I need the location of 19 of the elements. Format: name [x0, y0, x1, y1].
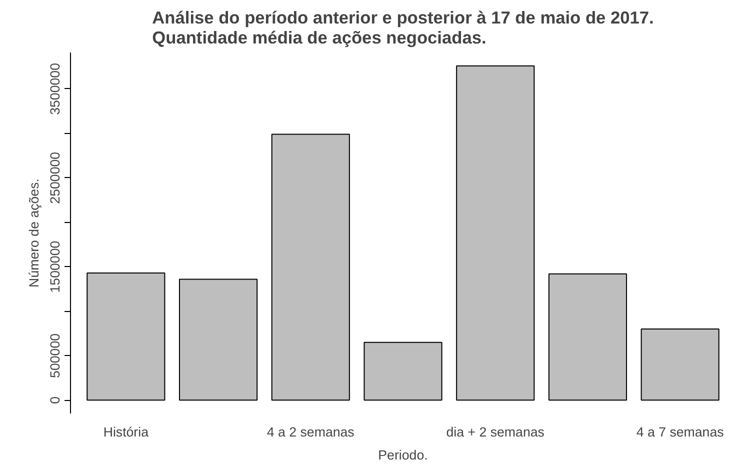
bar	[178, 278, 258, 401]
y-tick-label: 0	[48, 396, 62, 404]
x-axis-title: Periodo.	[378, 448, 428, 462]
bar	[271, 134, 350, 401]
chart-title: Análise do período anterior e posterior à 17 de maio de 2017. Quantidade média de ações negociadas.	[152, 8, 654, 48]
y-tick-label: 3500000	[48, 63, 62, 115]
y-axis-title: Número de ações.	[26, 178, 42, 288]
x-tick-label: 4 a 7 semanas	[636, 424, 724, 440]
bar	[86, 272, 166, 401]
bar	[456, 65, 535, 401]
bar	[548, 273, 628, 401]
y-tick-label: 500000	[48, 333, 62, 378]
bar	[364, 342, 442, 401]
x-tick-label: dia + 2 semanas	[446, 424, 545, 440]
y-tick-label: 1500000	[48, 240, 62, 293]
y-tick-label: 2500000	[48, 152, 62, 204]
x-tick-label: 4 a 2 semanas	[266, 424, 355, 440]
x-tick-label: História	[103, 424, 150, 440]
bar	[640, 328, 720, 401]
